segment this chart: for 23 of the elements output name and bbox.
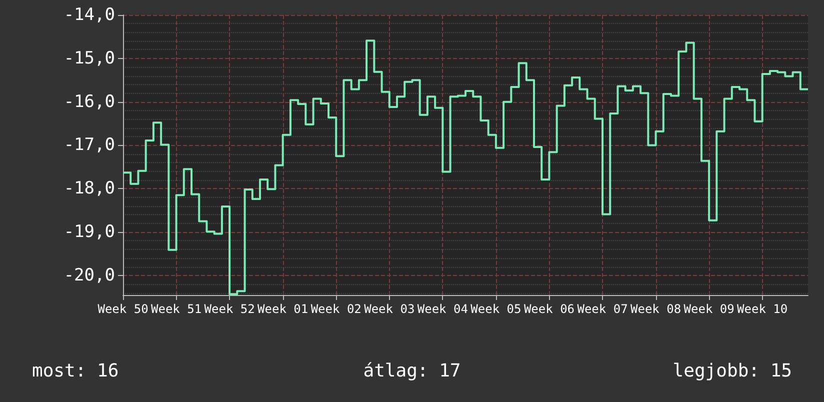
y-tick-label: -20,0 xyxy=(64,265,115,286)
x-tick-label: Week 10 xyxy=(737,302,788,316)
x-tick-label: Week 51 xyxy=(150,302,202,316)
y-tick-label: -17,0 xyxy=(64,135,115,156)
text: most: 16 xyxy=(32,360,119,382)
text: legjobb: 15 xyxy=(672,360,792,382)
x-tick-label: Week 52 xyxy=(204,302,255,316)
x-tick-label: Week 50 xyxy=(98,302,148,316)
x-tick-label: Week 07 xyxy=(577,302,628,316)
x-tick-label: Week 09 xyxy=(684,302,734,316)
y-tick-label: -19,0 xyxy=(64,222,115,242)
y-tick-label: -15,0 xyxy=(64,48,115,68)
x-tick-label: Week 08 xyxy=(630,302,682,316)
x-tick-label: Week 06 xyxy=(524,302,575,316)
x-tick-label: Week 04 xyxy=(417,302,468,316)
x-tick-label: Week 01 xyxy=(258,302,308,316)
y-tick-label: -16,0 xyxy=(64,92,115,112)
text: átlag: 17 xyxy=(363,360,461,382)
y-tick-label: -14,0 xyxy=(64,5,115,25)
x-tick-label: Week 05 xyxy=(470,302,522,316)
y-tick-label: -18,0 xyxy=(64,178,115,199)
x-tick-label: Week 03 xyxy=(364,302,415,316)
x-tick-label: Week 02 xyxy=(310,302,362,316)
